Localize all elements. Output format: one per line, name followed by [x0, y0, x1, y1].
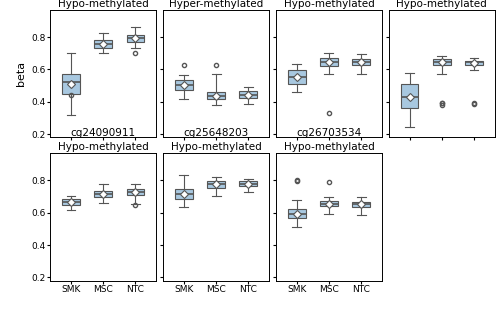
PathPatch shape: [126, 189, 144, 195]
PathPatch shape: [175, 189, 192, 199]
Title: cg25648203
Hypo-methylated: cg25648203 Hypo-methylated: [170, 128, 262, 152]
PathPatch shape: [352, 59, 370, 65]
PathPatch shape: [320, 58, 338, 66]
PathPatch shape: [288, 209, 306, 219]
PathPatch shape: [175, 80, 192, 90]
PathPatch shape: [240, 181, 257, 186]
PathPatch shape: [288, 70, 306, 84]
PathPatch shape: [320, 201, 338, 206]
Title: cg17924476
Hyper-methylated: cg17924476 Hyper-methylated: [169, 0, 263, 9]
PathPatch shape: [465, 61, 483, 65]
Title: cg26703534
Hypo-methylated: cg26703534 Hypo-methylated: [284, 128, 374, 152]
Title: cg24090911
Hypo-methylated: cg24090911 Hypo-methylated: [58, 128, 148, 152]
PathPatch shape: [433, 59, 450, 65]
PathPatch shape: [240, 91, 257, 98]
PathPatch shape: [94, 40, 112, 48]
Title: cg23576855
Hypo-methylated: cg23576855 Hypo-methylated: [396, 0, 487, 9]
PathPatch shape: [207, 92, 225, 100]
PathPatch shape: [62, 199, 80, 205]
PathPatch shape: [400, 84, 418, 108]
PathPatch shape: [94, 191, 112, 197]
PathPatch shape: [352, 202, 370, 207]
Y-axis label: beta: beta: [16, 61, 26, 86]
PathPatch shape: [207, 181, 225, 188]
Title: cg05575921
Hypo-methylated: cg05575921 Hypo-methylated: [58, 0, 148, 9]
PathPatch shape: [126, 35, 144, 42]
PathPatch shape: [62, 73, 80, 94]
Title: cg21161138
Hypo-methylated: cg21161138 Hypo-methylated: [284, 0, 374, 9]
